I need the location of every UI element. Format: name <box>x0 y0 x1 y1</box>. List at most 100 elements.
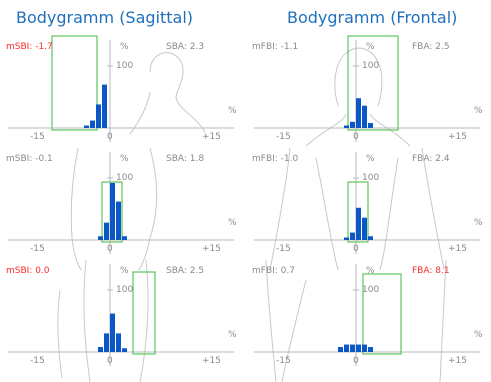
x-min-label: -15 <box>30 356 45 366</box>
histogram-bar <box>116 333 121 352</box>
frontal-histogram-1 <box>254 35 480 147</box>
percent-top-label: % <box>366 266 375 276</box>
percent-top-label: % <box>366 42 375 52</box>
percent-top-label: % <box>120 154 129 164</box>
x-min-label: -15 <box>276 356 291 366</box>
balance-area-label: SBA: 1.8 <box>166 154 205 164</box>
histogram-bar <box>96 104 101 128</box>
x-zero-label: 0 <box>107 244 113 254</box>
body-silhouette <box>129 52 206 135</box>
selection-box <box>362 273 402 355</box>
sagittal-title: Bodygramm (Sagittal) <box>16 8 194 27</box>
histogram-bar <box>98 347 103 352</box>
body-silhouette <box>269 147 445 271</box>
histogram-bar <box>368 123 373 128</box>
x-min-label: -15 <box>276 132 291 142</box>
percent-top-label: % <box>120 266 129 276</box>
sagittal-panel-1: mSBI: -1.7 SBA: 2.3% 100% -15 0 +15 <box>0 35 240 158</box>
histogram-bar <box>98 236 103 240</box>
frontal-histogram-2 <box>254 147 480 271</box>
selection-box <box>101 181 123 243</box>
histogram-bar <box>356 344 361 352</box>
histogram-bar <box>102 84 107 128</box>
mean-index-label: mFBI: -1.1 <box>252 42 299 52</box>
percent-right-label: % <box>228 218 237 228</box>
histogram-bar <box>368 236 373 240</box>
mean-index-label: mFBI: 0.7 <box>252 266 295 276</box>
selection-box <box>51 35 98 131</box>
histogram-bar <box>350 232 355 240</box>
percent-right-label: % <box>474 330 483 340</box>
histogram-bar <box>90 120 95 128</box>
body-silhouette <box>57 259 149 382</box>
histogram-bar <box>362 105 367 128</box>
selection-box <box>347 35 399 131</box>
histogram-bar <box>362 217 367 240</box>
balance-area-label: SBA: 2.5 <box>166 266 205 276</box>
frontal-histogram-3 <box>254 259 480 382</box>
x-zero-label: 0 <box>107 356 113 366</box>
x-max-label: +15 <box>202 244 221 254</box>
hundred-tick-label: 100 <box>362 61 380 71</box>
percent-right-label: % <box>228 106 237 116</box>
x-min-label: -15 <box>30 132 45 142</box>
hundred-tick-label: 100 <box>116 285 134 295</box>
x-max-label: +15 <box>202 356 221 366</box>
balance-area-label: FBA: 2.4 <box>412 154 450 164</box>
sagittal-histogram-3 <box>8 259 234 382</box>
balance-area-label: SBA: 2.3 <box>166 42 205 52</box>
selection-box <box>132 271 156 355</box>
histogram-bar <box>104 333 109 352</box>
x-max-label: +15 <box>448 132 467 142</box>
histogram-bar <box>84 125 89 128</box>
histogram-bar <box>122 348 127 352</box>
hundred-tick-label: 100 <box>116 61 134 71</box>
frontal-panel-3: mFBI: 0.7 FBA: 8.1% 100% -15 0 +15 <box>246 259 486 382</box>
percent-top-label: % <box>120 42 129 52</box>
histogram-bar <box>362 344 367 352</box>
histogram-bar <box>110 313 115 352</box>
frontal-panel-1: mFBI: -1.1 FBA: 2.5% 100% -15 0 +15 <box>246 35 486 158</box>
histogram-bar <box>104 222 109 240</box>
hundred-tick-label: 100 <box>362 285 380 295</box>
histogram-bar <box>350 344 355 352</box>
histogram-bar <box>344 237 349 240</box>
sagittal-panel-3: mSBI: 0.0 SBA: 2.5% 100% -15 0 +15 <box>0 259 240 382</box>
percent-right-label: % <box>474 218 483 228</box>
sagittal-panel-2: mSBI: -0.1 SBA: 1.8% 100% -15 0 +15 <box>0 147 240 271</box>
balance-area-label: FBA: 8.1 <box>412 266 450 276</box>
frontal-panel-2: mFBI: -1.0 FBA: 2.4% 100% -15 0 +15 <box>246 147 486 271</box>
x-zero-label: 0 <box>353 132 359 142</box>
percent-top-label: % <box>366 154 375 164</box>
mean-index-label: mFBI: -1.0 <box>252 154 299 164</box>
selection-box <box>347 181 369 243</box>
histogram-bar <box>338 347 343 352</box>
histogram-bar <box>350 121 355 128</box>
x-min-label: -15 <box>276 244 291 254</box>
histogram-bar <box>356 98 361 128</box>
mean-index-label: mSBI: 0.0 <box>6 266 50 276</box>
x-max-label: +15 <box>448 356 467 366</box>
sagittal-histogram-2 <box>8 147 234 271</box>
x-zero-label: 0 <box>107 132 113 142</box>
histogram-bar <box>116 201 121 240</box>
histogram-bar <box>110 182 115 240</box>
hundred-tick-label: 100 <box>116 173 134 183</box>
histogram-bar <box>344 344 349 352</box>
body-silhouette <box>70 147 158 271</box>
mean-index-label: mSBI: -0.1 <box>6 154 53 164</box>
histogram-bar <box>356 207 361 240</box>
histogram-bar <box>344 125 349 128</box>
x-max-label: +15 <box>448 244 467 254</box>
balance-area-label: FBA: 2.5 <box>412 42 450 52</box>
percent-right-label: % <box>474 106 483 116</box>
x-zero-label: 0 <box>353 244 359 254</box>
histogram-bar <box>368 347 373 352</box>
hundred-tick-label: 100 <box>362 173 380 183</box>
x-min-label: -15 <box>30 244 45 254</box>
percent-right-label: % <box>228 330 237 340</box>
histogram-bar <box>122 236 127 240</box>
x-zero-label: 0 <box>353 356 359 366</box>
mean-index-label: mSBI: -1.7 <box>6 42 53 52</box>
x-max-label: +15 <box>202 132 221 142</box>
